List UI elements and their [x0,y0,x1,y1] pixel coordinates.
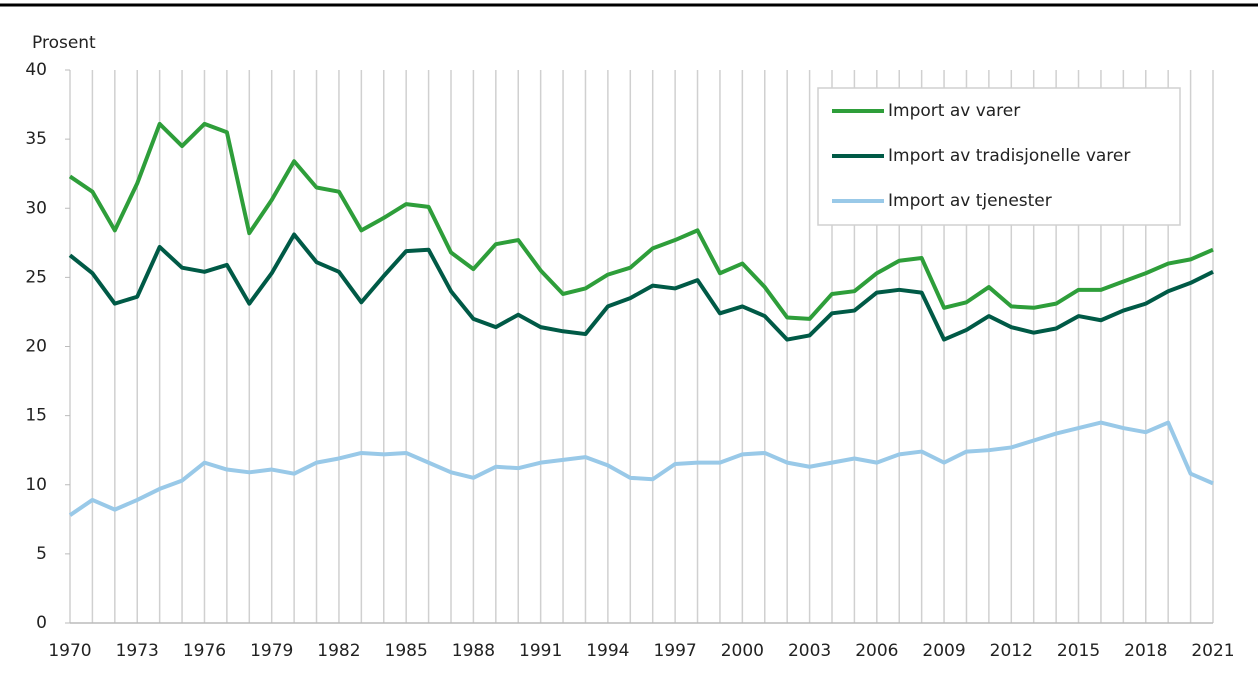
legend-label: Import av tjenester [888,191,1052,211]
y-axis-label: Prosent [32,33,96,53]
x-tick-label: 1994 [586,641,629,661]
x-tick-label: 2018 [1124,641,1167,661]
x-tick-label: 2012 [990,641,1033,661]
y-tick-label: 30 [25,198,47,218]
x-tick-label: 1979 [250,641,293,661]
y-tick-label: 10 [25,475,47,495]
y-tick-label: 20 [25,337,47,357]
y-tick-label: 0 [36,613,47,633]
x-tick-label: 1976 [183,641,226,661]
x-tick-label: 1991 [519,641,562,661]
x-tick-label: 2000 [721,641,764,661]
line-series [68,121,1214,321]
line-series [68,420,1214,517]
x-tick-label: 1985 [385,641,428,661]
y-tick-label: 25 [25,267,47,287]
x-tick-label: 1988 [452,641,495,661]
x-tick-label: 1982 [317,641,360,661]
y-tick-label: 15 [25,406,47,426]
x-tick-label: 1973 [116,641,159,661]
y-tick-label: 35 [25,129,47,149]
x-tick-label: 2021 [1191,641,1234,661]
x-tick-label: 2003 [788,641,831,661]
x-tick-label: 1970 [48,641,91,661]
legend-label: Import av tradisjonelle varer [888,146,1130,166]
legend-label: Import av varer [888,101,1020,121]
x-tick-label: 2015 [1057,641,1100,661]
line-series [68,232,1214,342]
x-tick-label: 2009 [922,641,965,661]
x-tick-label: 1997 [653,641,696,661]
y-tick-label: 5 [36,544,47,564]
x-tick-label: 2006 [855,641,898,661]
y-tick-label: 40 [25,60,47,80]
